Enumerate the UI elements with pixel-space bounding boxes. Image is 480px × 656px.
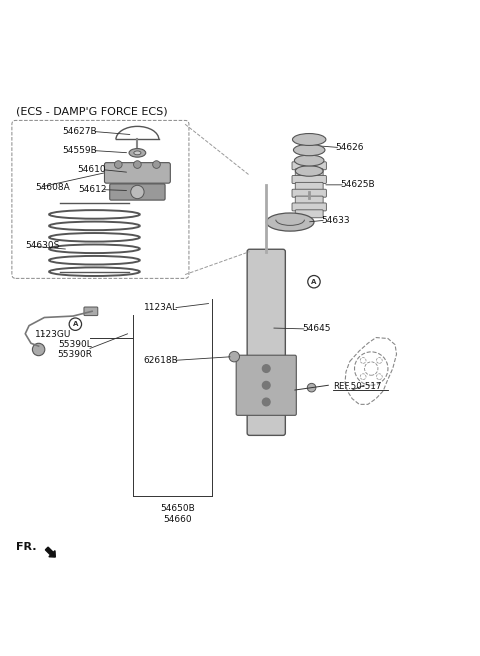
Text: 54559B: 54559B [62,146,97,155]
Text: 54645: 54645 [302,325,331,333]
Ellipse shape [129,148,146,157]
Ellipse shape [292,134,326,146]
FancyBboxPatch shape [295,210,323,218]
Circle shape [307,383,316,392]
Circle shape [308,276,320,288]
Text: 54625B: 54625B [340,180,375,190]
Circle shape [229,352,240,362]
FancyArrow shape [46,547,55,557]
FancyBboxPatch shape [105,163,170,183]
Ellipse shape [134,151,141,155]
FancyBboxPatch shape [292,176,326,184]
Circle shape [133,161,141,169]
FancyBboxPatch shape [247,249,285,436]
Text: A: A [312,279,317,285]
FancyBboxPatch shape [292,203,326,211]
Ellipse shape [295,166,323,176]
Text: 1123AL: 1123AL [144,304,178,312]
Circle shape [33,343,45,356]
Text: 54630S: 54630S [25,241,60,251]
Circle shape [153,161,160,169]
Text: REF.50-517: REF.50-517 [333,382,382,391]
Circle shape [263,381,270,389]
Ellipse shape [296,176,322,186]
Text: 54610: 54610 [78,165,107,174]
FancyBboxPatch shape [110,184,165,200]
FancyBboxPatch shape [84,307,98,316]
Text: A: A [72,321,78,327]
Text: 54650B
54660: 54650B 54660 [161,504,195,524]
FancyBboxPatch shape [292,189,326,197]
Text: 62618B: 62618B [143,356,178,365]
Ellipse shape [293,144,325,155]
FancyBboxPatch shape [292,162,326,170]
FancyBboxPatch shape [236,355,296,415]
Circle shape [263,365,270,373]
Text: 54633: 54633 [321,216,350,224]
Text: FR.: FR. [16,543,36,552]
Circle shape [69,318,82,331]
Text: 54626: 54626 [336,143,364,152]
Circle shape [263,398,270,406]
Ellipse shape [266,213,314,231]
FancyBboxPatch shape [295,196,323,204]
Text: 54608A: 54608A [35,183,70,192]
Circle shape [131,185,144,199]
Circle shape [115,161,122,169]
Text: 54612: 54612 [78,185,107,194]
Text: 1123GU: 1123GU [35,330,71,338]
Text: 54627B: 54627B [62,127,97,136]
FancyBboxPatch shape [295,182,323,190]
Ellipse shape [294,155,324,166]
FancyBboxPatch shape [295,169,323,176]
Text: (ECS - DAMP'G FORCE ECS): (ECS - DAMP'G FORCE ECS) [16,106,168,116]
Text: 55390L
55390R: 55390L 55390R [57,340,92,359]
